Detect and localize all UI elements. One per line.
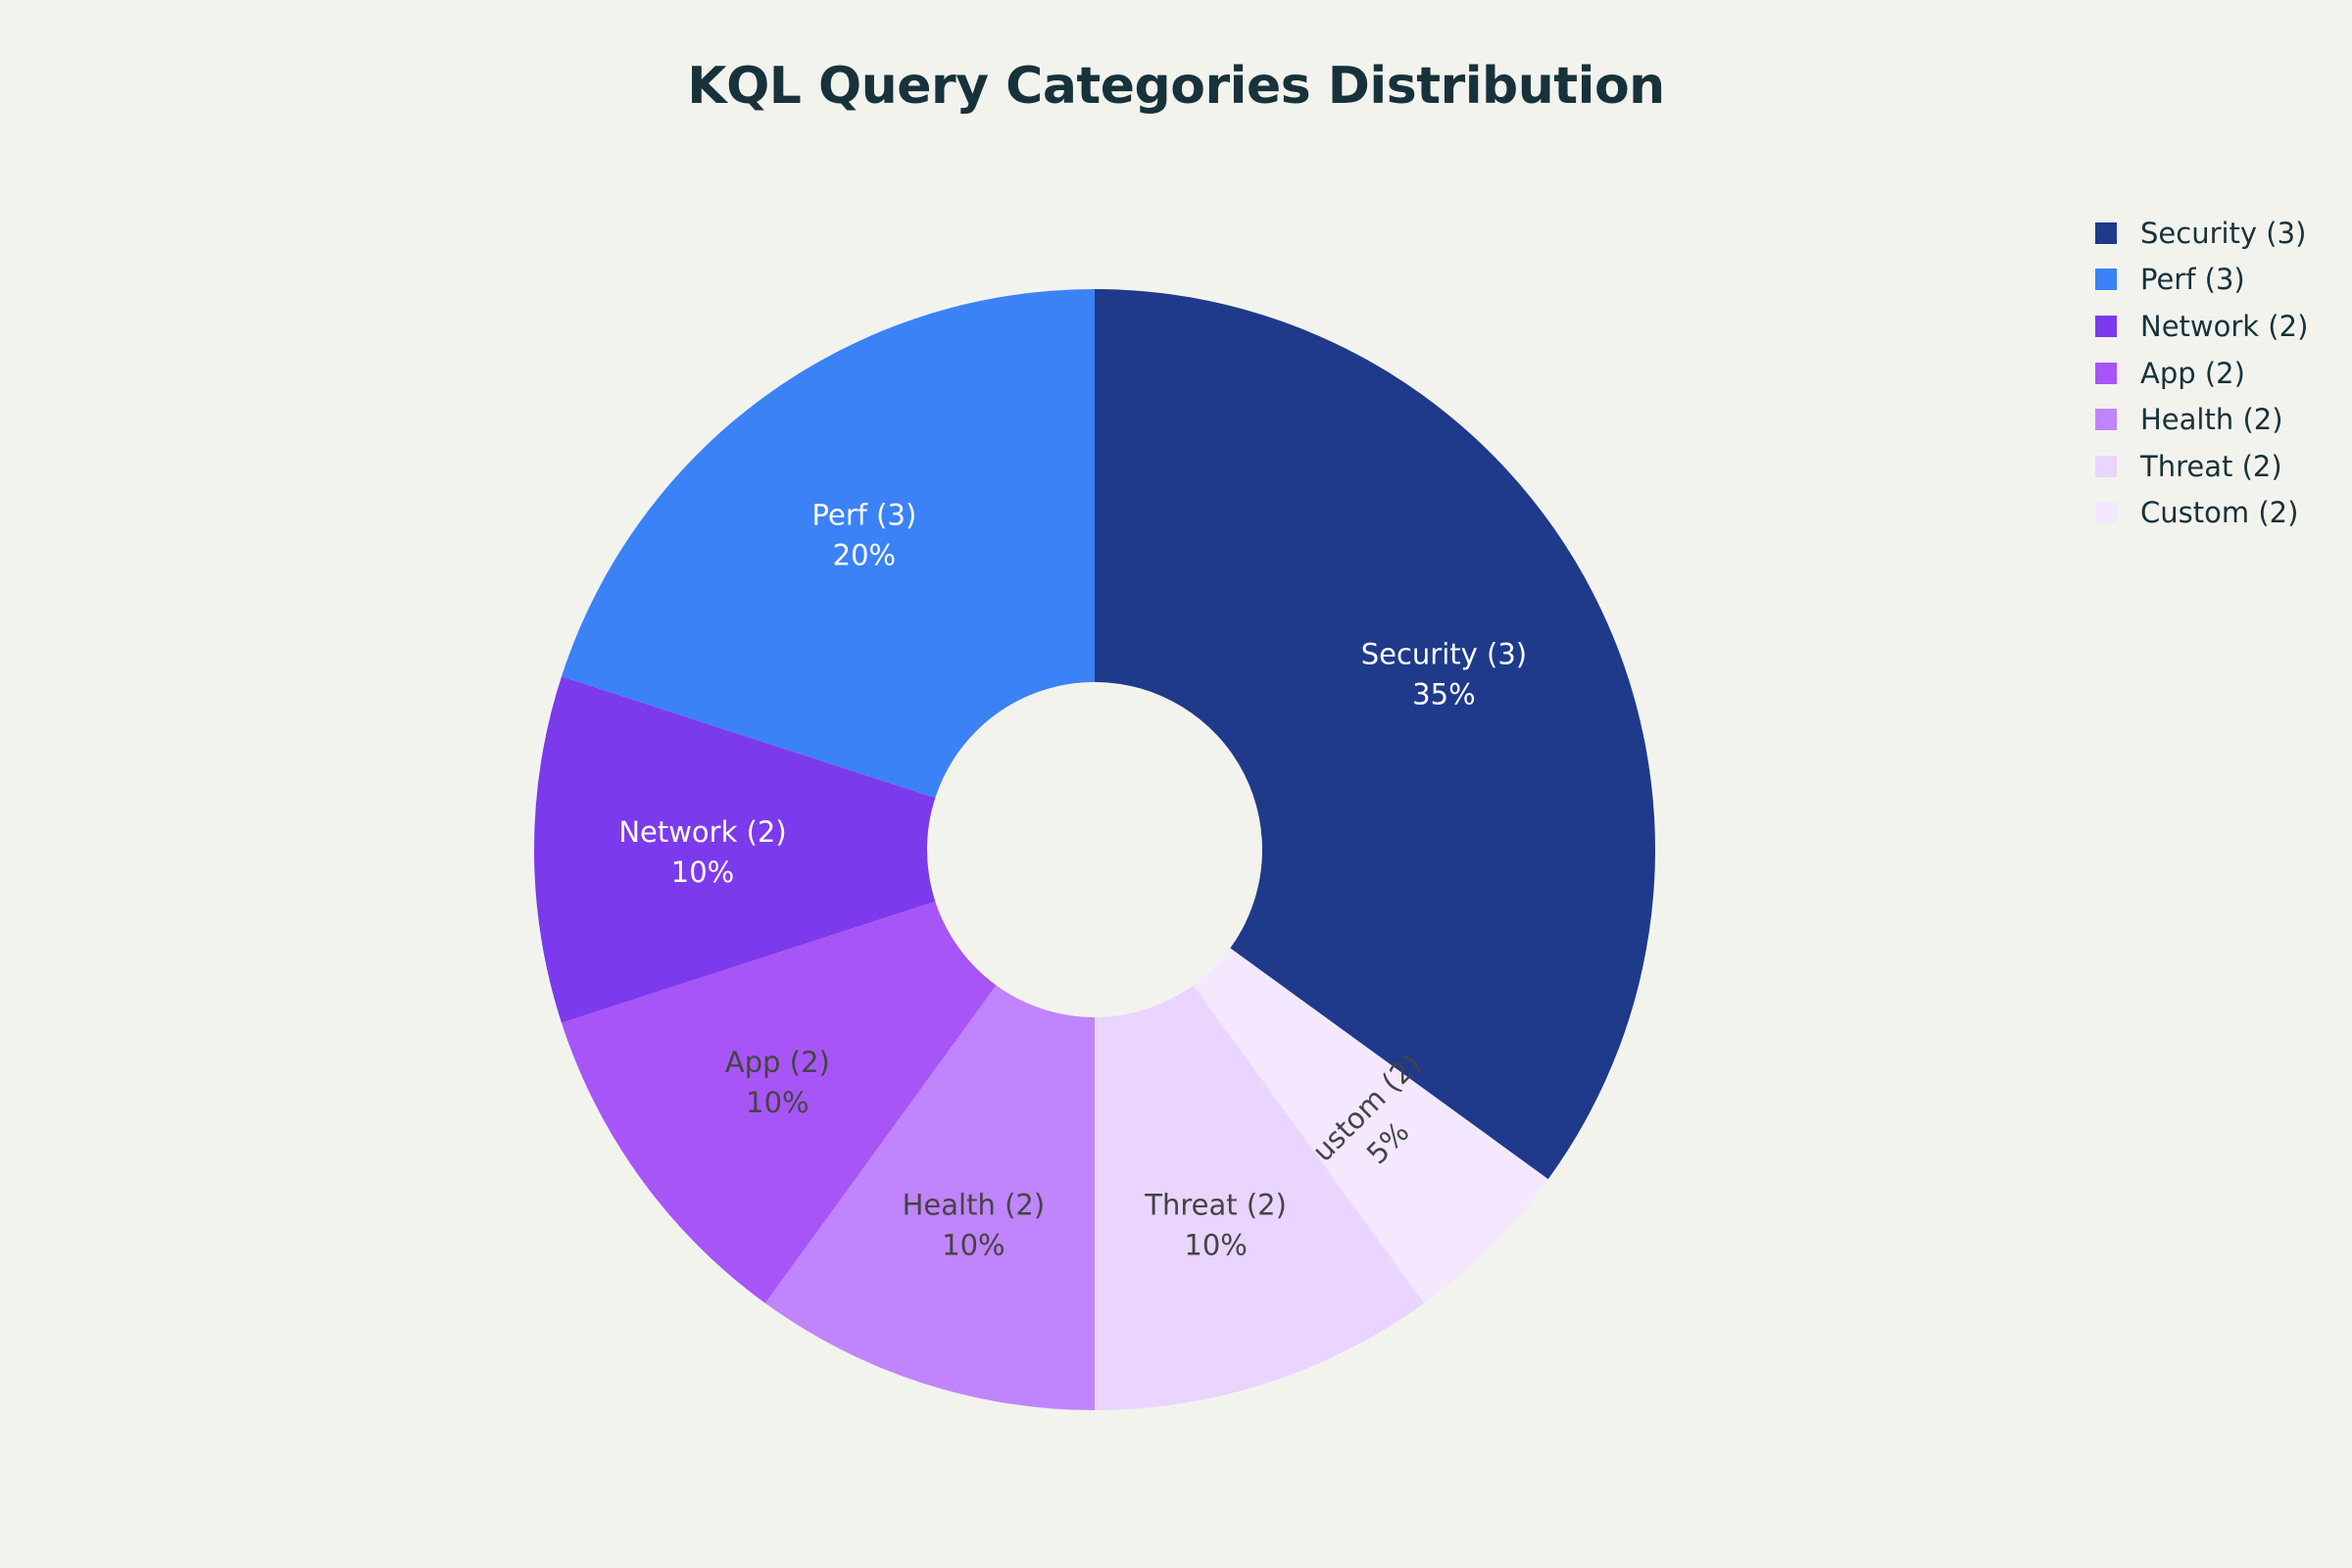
slice-percent-label: 10% bbox=[671, 856, 734, 889]
legend-label: Perf (3) bbox=[2140, 263, 2245, 297]
legend-item-custom[interactable]: Custom (2) bbox=[2095, 490, 2308, 537]
legend-item-threat[interactable]: Threat (2) bbox=[2095, 443, 2308, 490]
legend-label: Custom (2) bbox=[2140, 496, 2299, 530]
slice-name-label: Threat (2) bbox=[1144, 1188, 1287, 1221]
legend-swatch bbox=[2095, 269, 2117, 291]
slice-name-label: Health (2) bbox=[903, 1188, 1046, 1221]
slice-label-network: Network (2) 10% bbox=[618, 815, 786, 889]
legend-swatch bbox=[2095, 362, 2117, 384]
legend-label: Network (2) bbox=[2140, 309, 2309, 343]
slice-perf bbox=[561, 289, 1095, 799]
slice-threat bbox=[1095, 985, 1425, 1410]
slice-percent-label: 10% bbox=[746, 1086, 808, 1119]
slice-percent-label: 10% bbox=[1184, 1228, 1247, 1261]
chart-title: KQL Query Categories Distribution bbox=[687, 57, 1665, 116]
legend-item-health[interactable]: Health (2) bbox=[2095, 396, 2308, 443]
slice-health bbox=[764, 985, 1095, 1410]
slice-custom bbox=[1193, 948, 1548, 1303]
legend-swatch bbox=[2095, 502, 2117, 524]
legend-item-perf[interactable]: Perf (3) bbox=[2095, 257, 2308, 304]
legend-label: Threat (2) bbox=[2140, 449, 2282, 483]
legend-label: App (2) bbox=[2140, 356, 2245, 390]
slice-security bbox=[1095, 289, 1655, 1180]
legend-item-security[interactable]: Security (3) bbox=[2095, 210, 2308, 257]
slice-label-threat: Threat (2) 10% bbox=[1144, 1188, 1287, 1261]
slice-percent-label: 20% bbox=[833, 538, 896, 571]
slice-percent-label: 10% bbox=[942, 1228, 1004, 1261]
slice-name-label: Security (3) bbox=[1361, 637, 1527, 670]
legend-label: Security (3) bbox=[2140, 216, 2307, 250]
slice-label-app: App (2) 10% bbox=[725, 1046, 830, 1119]
slice-name-label: App (2) bbox=[725, 1046, 830, 1079]
legend-swatch bbox=[2095, 315, 2117, 337]
legend-label: Health (2) bbox=[2140, 403, 2283, 437]
slice-app bbox=[561, 901, 997, 1303]
slice-network bbox=[533, 676, 936, 1023]
slice-name-label: Network (2) bbox=[618, 815, 786, 849]
legend: Security (3) Perf (3) Network (2) App (2) He… bbox=[2095, 210, 2308, 536]
slice-name-label: Perf (3) bbox=[812, 498, 917, 531]
legend-item-app[interactable]: App (2) bbox=[2095, 350, 2308, 397]
legend-item-network[interactable]: Network (2) bbox=[2095, 303, 2308, 350]
slice-label-perf: Perf (3) 20% bbox=[812, 498, 917, 571]
legend-swatch bbox=[2095, 455, 2117, 477]
legend-swatch bbox=[2095, 221, 2117, 244]
slice-percent-label: 35% bbox=[1412, 677, 1475, 710]
legend-swatch bbox=[2095, 409, 2117, 431]
slice-label-security: Security (3) 35% bbox=[1361, 637, 1527, 710]
slice-label-health: Health (2) 10% bbox=[903, 1188, 1046, 1261]
